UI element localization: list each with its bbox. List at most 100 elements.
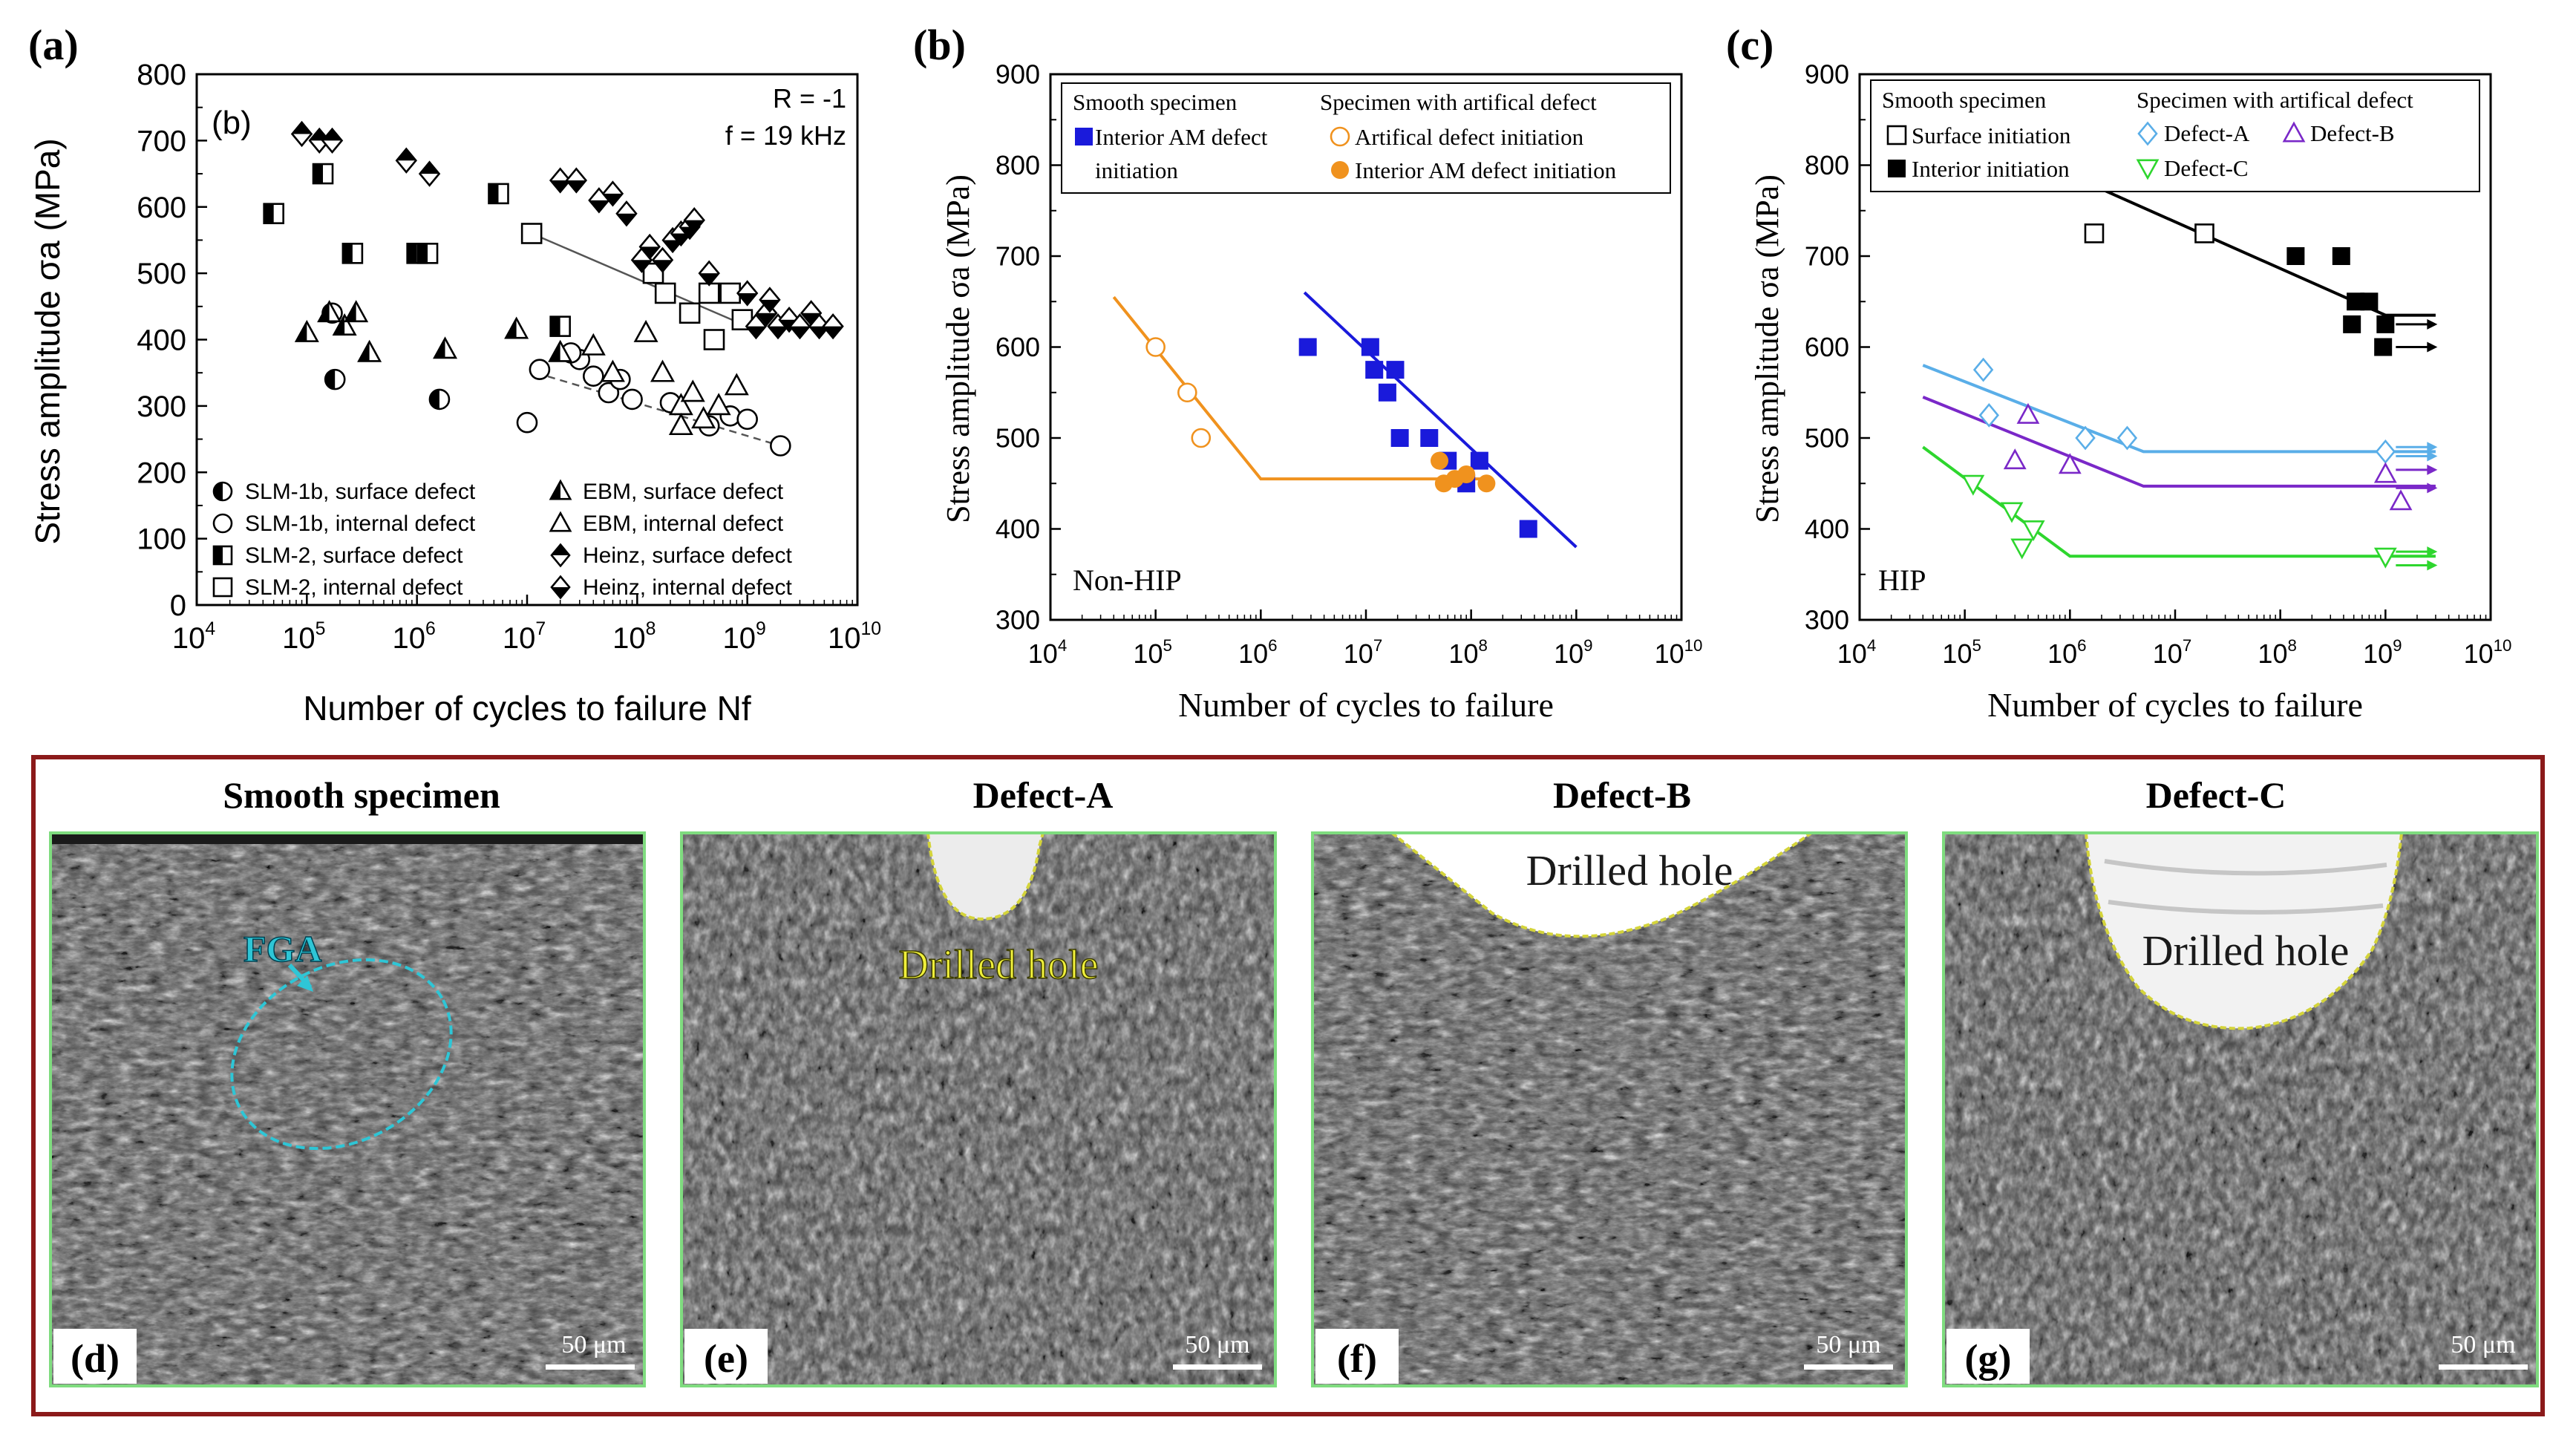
data-point-half-fill: [790, 326, 810, 339]
legend-marker-square-open: [212, 577, 233, 598]
data-point-triangle-open: [581, 333, 606, 356]
runout-arrowhead: [2427, 483, 2438, 494]
panel-label-box: [1315, 1329, 1399, 1384]
data-point-square-open: [654, 282, 676, 304]
legend-marker-square-filled: [1888, 160, 1906, 177]
legend-item-interior-initiation: Interior initiation: [1888, 156, 2070, 182]
drilled-hole-label: Drilled hole: [898, 942, 1098, 988]
panel-c-label: (c): [1726, 21, 1774, 69]
y-tick-label: 500: [137, 258, 186, 290]
series-square-half: [263, 163, 571, 337]
data-point-triangle-open: [2003, 448, 2027, 470]
panel-a-annotation-r: R = -1: [773, 83, 846, 114]
panel-a-y-ticks: 0 100 200 300 400 500 600 700 800: [137, 59, 207, 622]
data-point-half-fill: [407, 243, 417, 264]
legend-label: Artifical defect initiation: [1355, 124, 1584, 150]
trend-line: [1112, 295, 1490, 481]
data-point-square: [2376, 315, 2395, 333]
trend-line: [531, 232, 748, 327]
panel-a-label: (a): [28, 21, 79, 69]
legend-item-defect-a: Defect-A: [2137, 120, 2250, 146]
data-point-triangle-open: [633, 319, 658, 342]
legend-label: Heinz, surface defect: [583, 543, 792, 568]
panel-a-chart: (a) (b) R = -1 f = 19 kHz 0 100 200 300 400 5…: [28, 21, 881, 728]
panel-label-box: [1946, 1329, 2030, 1384]
data-point-square-open: [520, 223, 543, 244]
data-point-diamond-open: [1978, 402, 2000, 428]
data-point-diamond-open: [2075, 425, 2096, 451]
micrograph-frame: [31, 755, 2545, 1416]
legend-marker-triangle-open: [2282, 121, 2306, 143]
x-tick-label: 109: [1554, 636, 1592, 669]
y-tick-label: 900: [996, 59, 1040, 90]
data-point-square: [2286, 247, 2305, 265]
y-tick-label: 600: [996, 332, 1040, 362]
data-point-triangle-open: [2389, 489, 2413, 511]
panel-b-label: (b): [913, 21, 966, 69]
data-point-triangle-open: [549, 511, 572, 532]
y-tick-label: 600: [1805, 332, 1849, 362]
data-point-diamond-open: [1972, 357, 1994, 382]
micrograph-title: Defect-B: [1553, 774, 1691, 816]
fga-arrowhead: [297, 975, 313, 992]
series-circle-half: [321, 302, 451, 411]
y-tick-label: 400: [996, 514, 1040, 544]
runout-arrowhead: [2427, 464, 2438, 475]
data-point-square-open: [1886, 125, 1907, 146]
data-point-diamond-open: [2116, 425, 2138, 451]
panel-label: (f): [1337, 1336, 1377, 1381]
panel-b-trend-lines: [1112, 291, 1578, 549]
data-point-triangle-open: [2016, 402, 2040, 424]
panel-c-trend-lines: [1922, 177, 2438, 571]
drilled-hole: [926, 831, 1045, 921]
series-triangle-open: [2003, 402, 2413, 511]
legend-item-interior-am-artifical: Interior AM defect initiation: [1331, 157, 1617, 183]
legend-item-heinz-surface: Heinz, surface defect: [550, 543, 792, 568]
micrograph-title: Defect-A: [973, 774, 1114, 816]
fga-label: FGA: [243, 928, 322, 970]
panel-c-x-ticks: 104 105 106 107 108 109 1010: [1837, 609, 2511, 669]
data-point-square: [2360, 292, 2379, 311]
series-square-filled: [2286, 247, 2395, 356]
data-point-square: [1075, 128, 1093, 146]
legend-marker-circle-half: [212, 481, 233, 502]
runout-arrowhead: [2427, 546, 2438, 558]
legend-item-slm2-internal: SLM-2, internal defect: [212, 575, 463, 600]
legend-marker-triangle-half: [549, 479, 572, 500]
data-point-triangle-down-open: [1961, 474, 1985, 496]
data-point-half-fill: [603, 193, 623, 206]
legend-item-slm1b-internal: SLM-1b, internal defect: [212, 511, 476, 536]
data-point-half-fill: [313, 164, 324, 184]
drilled-hole-label: Drilled hole: [1526, 846, 1733, 895]
runout-arrowhead: [2427, 560, 2438, 571]
data-point-triangle-open: [2373, 462, 2397, 483]
drilled-hole: [2084, 831, 2404, 1030]
data-point-diamond-open: [2375, 439, 2396, 464]
sem-image-texture: [681, 833, 1275, 1386]
series-square-filled: [1298, 338, 1537, 538]
data-point-half-fill: [552, 587, 569, 598]
data-point-half-fill: [684, 220, 705, 232]
legend-label: EBM, surface defect: [583, 480, 784, 504]
legend-item-defect-b: Defect-B: [2282, 120, 2395, 146]
trend-line: [1922, 364, 2436, 454]
data-point-square-open: [703, 329, 725, 350]
legend-label: SLM-2, surface defect: [245, 543, 463, 568]
legend-marker-triangle-open: [549, 511, 572, 532]
legend-label: SLM-1b, surface defect: [245, 480, 476, 504]
x-tick-label: 106: [393, 619, 436, 655]
data-point-triangle-down-open: [2136, 159, 2160, 180]
y-tick-label: 100: [137, 523, 186, 556]
panel-a-legend: SLM-1b, surface defect SLM-1b, internal …: [212, 479, 792, 600]
trend-line: [535, 371, 781, 447]
drilled-hole-label: Drilled hole: [2142, 926, 2350, 975]
scale-bar-label: 50 μm: [1185, 1331, 1249, 1358]
panel-c-corner-text: HIP: [1878, 563, 1926, 597]
micrograph-title: Smooth specimen: [223, 774, 500, 816]
data-point-square: [2332, 247, 2350, 265]
data-point-circle-open: [598, 382, 620, 404]
runout-arrowhead: [2427, 318, 2438, 330]
data-point-half-fill: [616, 213, 636, 226]
scale-bar: [546, 1364, 635, 1370]
y-tick-label: 500: [996, 423, 1040, 454]
